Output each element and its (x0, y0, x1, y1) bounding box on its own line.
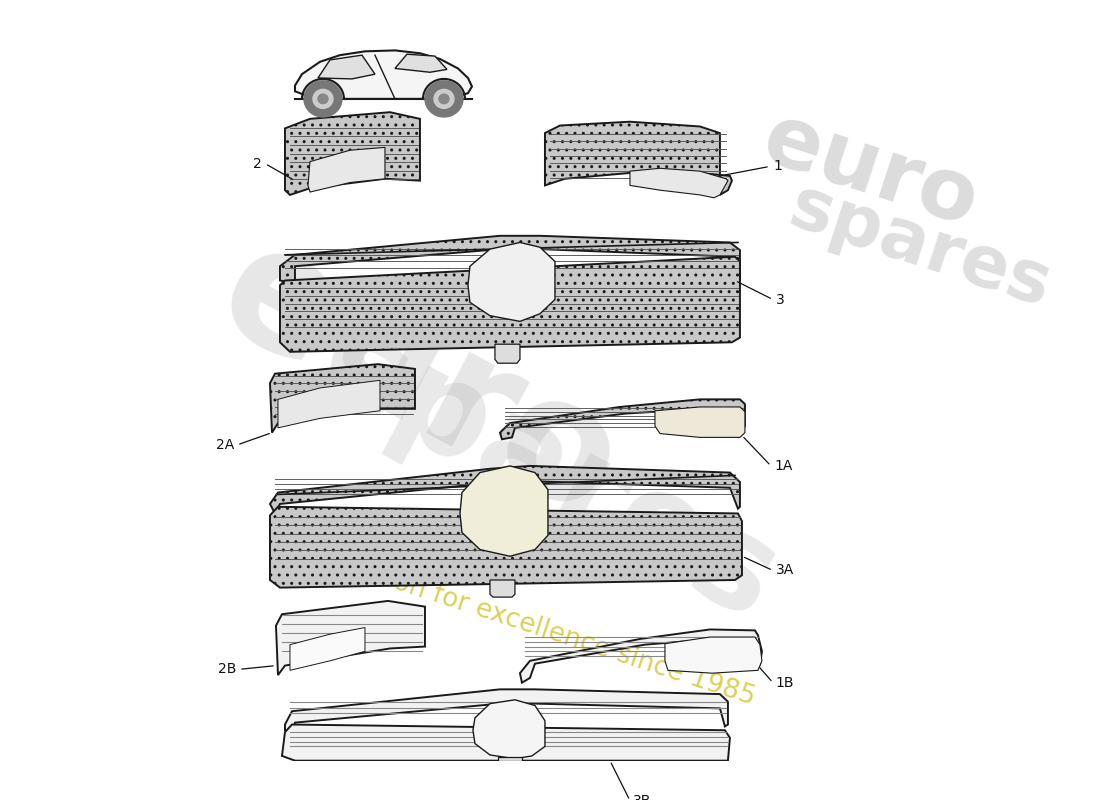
Text: spares: spares (780, 173, 1059, 322)
Circle shape (439, 94, 449, 104)
Text: 2: 2 (253, 157, 262, 170)
Text: euro: euro (192, 208, 647, 553)
Text: euro: euro (751, 98, 988, 245)
Polygon shape (308, 147, 385, 192)
Polygon shape (270, 364, 415, 433)
Polygon shape (278, 380, 380, 428)
Text: 2A: 2A (216, 438, 234, 452)
Circle shape (304, 81, 342, 117)
Circle shape (318, 94, 328, 104)
Polygon shape (285, 690, 728, 732)
Polygon shape (318, 55, 375, 79)
Polygon shape (460, 466, 548, 556)
Text: 1: 1 (773, 159, 782, 174)
Text: 3: 3 (776, 293, 784, 306)
Polygon shape (630, 168, 728, 198)
Polygon shape (468, 242, 556, 322)
Polygon shape (285, 112, 420, 195)
Text: 1B: 1B (776, 676, 794, 690)
Polygon shape (270, 506, 741, 588)
Polygon shape (270, 466, 740, 514)
Polygon shape (500, 399, 745, 439)
Polygon shape (490, 580, 515, 597)
Polygon shape (290, 627, 365, 670)
Text: 3A: 3A (776, 563, 794, 578)
Polygon shape (276, 601, 425, 675)
Polygon shape (280, 257, 740, 352)
Text: 1A: 1A (774, 459, 792, 473)
Text: a passion for excellence since 1985: a passion for excellence since 1985 (301, 541, 758, 711)
Polygon shape (498, 757, 522, 761)
Polygon shape (395, 54, 447, 72)
Text: 2B: 2B (218, 662, 236, 676)
Polygon shape (544, 122, 732, 195)
Circle shape (314, 90, 333, 108)
Circle shape (434, 90, 454, 108)
Polygon shape (520, 630, 762, 682)
Text: spares: spares (301, 303, 799, 648)
Text: 3B: 3B (632, 794, 651, 800)
Polygon shape (473, 700, 544, 758)
Polygon shape (495, 344, 520, 363)
Circle shape (425, 81, 463, 117)
Polygon shape (280, 236, 740, 283)
Polygon shape (282, 725, 730, 761)
Polygon shape (664, 637, 762, 673)
Polygon shape (295, 50, 472, 99)
Polygon shape (654, 407, 745, 438)
